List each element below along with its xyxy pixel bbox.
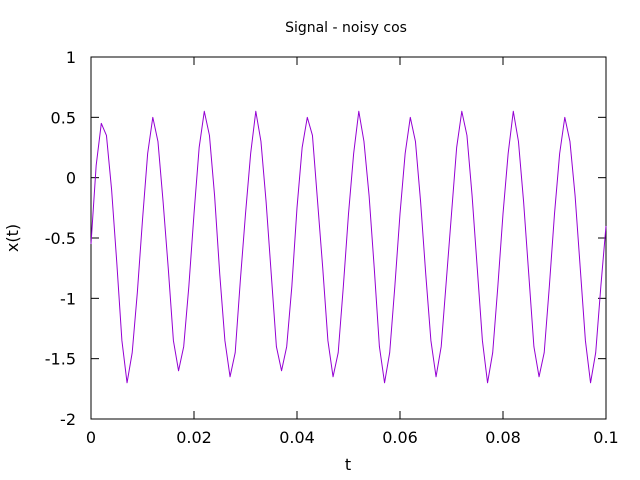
y-tick-label: -1 — [60, 289, 76, 308]
y-tick-label: 0.5 — [51, 108, 76, 127]
y-tick-label: 0 — [66, 169, 76, 188]
y-axis-ticks: 1 0.5 0 -0.5 -1 -1.5 -2 — [45, 48, 606, 429]
x-tick-label: 0 — [86, 428, 96, 447]
x-axis-label: t — [345, 455, 351, 474]
x-tick-label: 0.04 — [279, 428, 315, 447]
x-tick-label: 0.08 — [485, 428, 521, 447]
plot-frame — [90, 56, 607, 420]
series-layer — [90, 110, 607, 384]
x-tick-label: 0.02 — [176, 428, 212, 447]
series-line — [90, 110, 607, 384]
x-tick-label: 0.1 — [593, 428, 618, 447]
y-tick-label: -0.5 — [45, 229, 76, 248]
chart-title: Signal - noisy cos — [285, 20, 407, 36]
y-tick-label: -2 — [60, 410, 76, 429]
y-axis-label: x(t) — [3, 224, 22, 252]
x-axis-ticks: 0 0.02 0.04 0.06 0.08 0.1 — [86, 57, 619, 447]
y-tick-label: 1 — [66, 48, 76, 67]
x-tick-label: 0.06 — [382, 428, 418, 447]
y-tick-label: -1.5 — [45, 350, 76, 369]
